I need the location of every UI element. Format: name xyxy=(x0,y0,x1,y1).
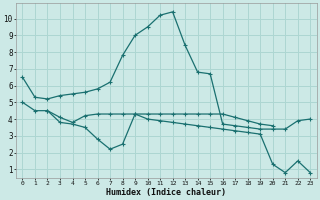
X-axis label: Humidex (Indice chaleur): Humidex (Indice chaleur) xyxy=(106,188,226,197)
